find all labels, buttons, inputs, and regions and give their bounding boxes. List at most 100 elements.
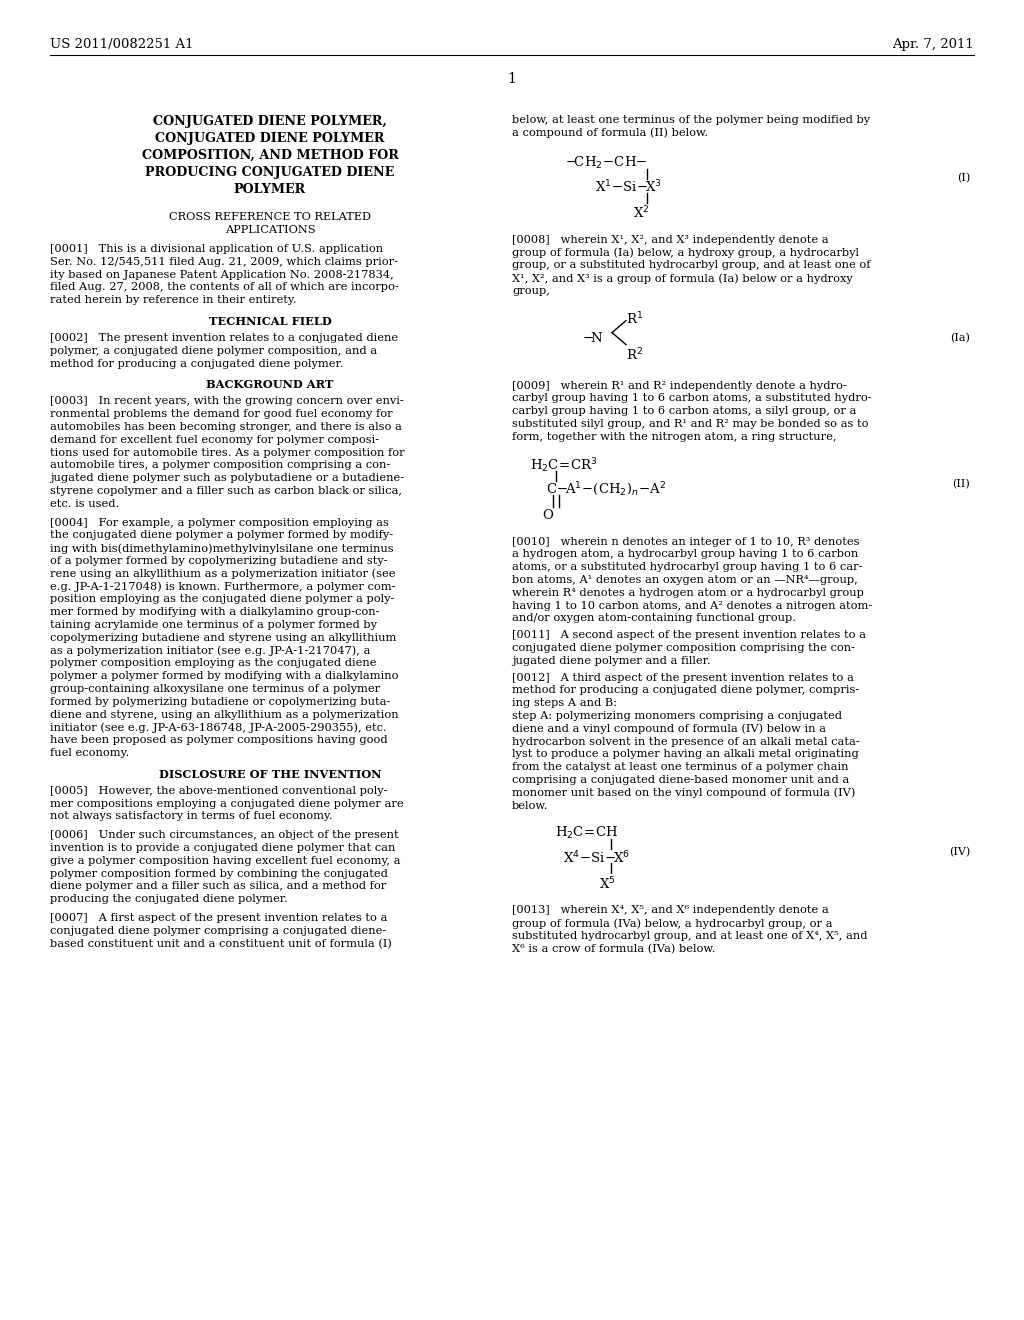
Text: R$^2$: R$^2$ — [626, 347, 643, 363]
Text: polymer composition employing as the conjugated diene: polymer composition employing as the con… — [50, 659, 377, 668]
Text: substituted silyl group, and R¹ and R² may be bonded so as to: substituted silyl group, and R¹ and R² m… — [512, 418, 868, 429]
Text: group-containing alkoxysilane one terminus of a polymer: group-containing alkoxysilane one termin… — [50, 684, 380, 694]
Text: carbyl group having 1 to 6 carbon atoms, a silyl group, or a: carbyl group having 1 to 6 carbon atoms,… — [512, 407, 856, 416]
Text: diene and styrene, using an alkyllithium as a polymerization: diene and styrene, using an alkyllithium… — [50, 710, 398, 719]
Text: (I): (I) — [956, 173, 970, 183]
Text: polymer composition formed by combining the conjugated: polymer composition formed by combining … — [50, 869, 388, 879]
Text: C$-\!$A$^1\!-\!$(CH$_2)_n\!-\!$A$^2$: C$-\!$A$^1\!-\!$(CH$_2)_n\!-\!$A$^2$ — [546, 480, 667, 499]
Text: (II): (II) — [952, 479, 970, 488]
Text: conjugated diene polymer composition comprising the con-: conjugated diene polymer composition com… — [512, 643, 855, 653]
Text: DISCLOSURE OF THE INVENTION: DISCLOSURE OF THE INVENTION — [159, 768, 381, 780]
Text: [0004]   For example, a polymer composition employing as: [0004] For example, a polymer compositio… — [50, 517, 389, 528]
Text: H$_2$C$\!=\!$CR$^3$: H$_2$C$\!=\!$CR$^3$ — [530, 457, 597, 475]
Text: mer compositions employing a conjugated diene polymer are: mer compositions employing a conjugated … — [50, 799, 403, 809]
Text: $-\!$N: $-\!$N — [582, 330, 604, 345]
Text: jugated diene polymer such as polybutadiene or a butadiene-: jugated diene polymer such as polybutadi… — [50, 473, 404, 483]
Text: form, together with the nitrogen atom, a ring structure,: form, together with the nitrogen atom, a… — [512, 432, 837, 442]
Text: the conjugated diene polymer a polymer formed by modify-: the conjugated diene polymer a polymer f… — [50, 531, 393, 540]
Text: initiator (see e.g. JP-A-63-186748, JP-A-2005-290355), etc.: initiator (see e.g. JP-A-63-186748, JP-A… — [50, 722, 387, 733]
Text: fuel economy.: fuel economy. — [50, 748, 129, 758]
Text: [0008]   wherein X¹, X², and X³ independently denote a: [0008] wherein X¹, X², and X³ independen… — [512, 235, 828, 244]
Text: X$^5$: X$^5$ — [599, 875, 615, 892]
Text: automobiles has been becoming stronger, and there is also a: automobiles has been becoming stronger, … — [50, 422, 401, 432]
Text: APPLICATIONS: APPLICATIONS — [224, 224, 315, 235]
Text: conjugated diene polymer comprising a conjugated diene-: conjugated diene polymer comprising a co… — [50, 925, 386, 936]
Text: X¹, X², and X³ is a group of formula (Ia) below or a hydroxy: X¹, X², and X³ is a group of formula (Ia… — [512, 273, 853, 284]
Text: formed by polymerizing butadiene or copolymerizing buta-: formed by polymerizing butadiene or copo… — [50, 697, 390, 706]
Text: method for producing a conjugated diene polymer.: method for producing a conjugated diene … — [50, 359, 343, 368]
Text: X$^1\!-\!$Si$-\!$X$^3$: X$^1\!-\!$Si$-\!$X$^3$ — [595, 178, 662, 195]
Text: polymer a polymer formed by modifying with a dialkylamino: polymer a polymer formed by modifying wi… — [50, 671, 398, 681]
Text: group of formula (IVa) below, a hydrocarbyl group, or a: group of formula (IVa) below, a hydrocar… — [512, 919, 833, 929]
Text: and/or oxygen atom-containing functional group.: and/or oxygen atom-containing functional… — [512, 614, 796, 623]
Text: 1: 1 — [508, 73, 516, 86]
Text: [0007]   A first aspect of the present invention relates to a: [0007] A first aspect of the present inv… — [50, 913, 387, 923]
Text: CONJUGATED DIENE POLYMER,: CONJUGATED DIENE POLYMER, — [153, 115, 387, 128]
Text: COMPOSITION, AND METHOD FOR: COMPOSITION, AND METHOD FOR — [141, 149, 398, 162]
Text: $-\!$CH$_2\!-\!$CH$-$: $-\!$CH$_2\!-\!$CH$-$ — [565, 154, 647, 170]
Text: monomer unit based on the vinyl compound of formula (IV): monomer unit based on the vinyl compound… — [512, 788, 855, 799]
Text: [0005]   However, the above-mentioned conventional poly-: [0005] However, the above-mentioned conv… — [50, 785, 387, 796]
Text: ing with bis(dimethylamino)methylvinylsilane one terminus: ing with bis(dimethylamino)methylvinylsi… — [50, 544, 393, 554]
Text: H$_2$C$\!=\!$CH: H$_2$C$\!=\!$CH — [555, 825, 618, 841]
Text: Apr. 7, 2011: Apr. 7, 2011 — [892, 38, 974, 51]
Text: below.: below. — [512, 801, 549, 810]
Text: diene and a vinyl compound of formula (IV) below in a: diene and a vinyl compound of formula (I… — [512, 723, 826, 734]
Text: US 2011/0082251 A1: US 2011/0082251 A1 — [50, 38, 194, 51]
Text: a compound of formula (II) below.: a compound of formula (II) below. — [512, 128, 709, 139]
Text: give a polymer composition having excellent fuel economy, a: give a polymer composition having excell… — [50, 855, 400, 866]
Text: mer formed by modifying with a dialkylamino group-con-: mer formed by modifying with a dialkylam… — [50, 607, 380, 618]
Text: diene polymer and a filler such as silica, and a method for: diene polymer and a filler such as silic… — [50, 882, 386, 891]
Text: from the catalyst at least one terminus of a polymer chain: from the catalyst at least one terminus … — [512, 762, 849, 772]
Text: (Ia): (Ia) — [950, 333, 970, 343]
Text: [0006]   Under such circumstances, an object of the present: [0006] Under such circumstances, an obje… — [50, 830, 398, 841]
Text: [0013]   wherein X⁴, X⁵, and X⁶ independently denote a: [0013] wherein X⁴, X⁵, and X⁶ independen… — [512, 906, 828, 915]
Text: a hydrogen atom, a hydrocarbyl group having 1 to 6 carbon: a hydrogen atom, a hydrocarbyl group hav… — [512, 549, 858, 560]
Text: [0010]   wherein n denotes an integer of 1 to 10, R³ denotes: [0010] wherein n denotes an integer of 1… — [512, 537, 859, 546]
Text: BACKGROUND ART: BACKGROUND ART — [206, 379, 334, 391]
Text: tions used for automobile tires. As a polymer composition for: tions used for automobile tires. As a po… — [50, 447, 404, 458]
Text: wherein R⁴ denotes a hydrogen atom or a hydrocarbyl group: wherein R⁴ denotes a hydrogen atom or a … — [512, 587, 864, 598]
Text: CROSS REFERENCE TO RELATED: CROSS REFERENCE TO RELATED — [169, 213, 371, 222]
Text: having 1 to 10 carbon atoms, and A² denotes a nitrogen atom-: having 1 to 10 carbon atoms, and A² deno… — [512, 601, 872, 611]
Text: position employing as the conjugated diene polymer a poly-: position employing as the conjugated die… — [50, 594, 394, 605]
Text: based constituent unit and a constituent unit of formula (I): based constituent unit and a constituent… — [50, 939, 392, 949]
Text: [0003]   In recent years, with the growing concern over envi-: [0003] In recent years, with the growing… — [50, 396, 403, 407]
Text: [0009]   wherein R¹ and R² independently denote a hydro-: [0009] wherein R¹ and R² independently d… — [512, 380, 847, 391]
Text: of a polymer formed by copolymerizing butadiene and sty-: of a polymer formed by copolymerizing bu… — [50, 556, 388, 566]
Text: ing steps A and B:: ing steps A and B: — [512, 698, 617, 709]
Text: Ser. No. 12/545,511 filed Aug. 21, 2009, which claims prior-: Ser. No. 12/545,511 filed Aug. 21, 2009,… — [50, 257, 398, 267]
Text: X$^2$: X$^2$ — [633, 205, 649, 222]
Text: carbyl group having 1 to 6 carbon atoms, a substituted hydro-: carbyl group having 1 to 6 carbon atoms,… — [512, 393, 871, 404]
Text: [0001]   This is a divisional application of U.S. application: [0001] This is a divisional application … — [50, 244, 383, 253]
Text: bon atoms, A¹ denotes an oxygen atom or an —NR⁴—group,: bon atoms, A¹ denotes an oxygen atom or … — [512, 576, 858, 585]
Text: demand for excellent fuel economy for polymer composi-: demand for excellent fuel economy for po… — [50, 434, 379, 445]
Text: rated herein by reference in their entirety.: rated herein by reference in their entir… — [50, 296, 297, 305]
Text: step A: polymerizing monomers comprising a conjugated: step A: polymerizing monomers comprising… — [512, 711, 842, 721]
Text: CONJUGATED DIENE POLYMER: CONJUGATED DIENE POLYMER — [156, 132, 385, 145]
Text: hydrocarbon solvent in the presence of an alkali metal cata-: hydrocarbon solvent in the presence of a… — [512, 737, 860, 747]
Text: method for producing a conjugated diene polymer, compris-: method for producing a conjugated diene … — [512, 685, 859, 696]
Text: invention is to provide a conjugated diene polymer that can: invention is to provide a conjugated die… — [50, 843, 395, 853]
Text: copolymerizing butadiene and styrene using an alkyllithium: copolymerizing butadiene and styrene usi… — [50, 632, 396, 643]
Text: substituted hydrocarbyl group, and at least one of X⁴, X⁵, and: substituted hydrocarbyl group, and at le… — [512, 931, 867, 941]
Text: group,: group, — [512, 286, 550, 296]
Text: rene using an alkyllithium as a polymerization initiator (see: rene using an alkyllithium as a polymeri… — [50, 569, 395, 579]
Text: have been proposed as polymer compositions having good: have been proposed as polymer compositio… — [50, 735, 388, 746]
Text: [0002]   The present invention relates to a conjugated diene: [0002] The present invention relates to … — [50, 333, 398, 343]
Text: polymer, a conjugated diene polymer composition, and a: polymer, a conjugated diene polymer comp… — [50, 346, 377, 356]
Text: not always satisfactory in terms of fuel economy.: not always satisfactory in terms of fuel… — [50, 812, 333, 821]
Text: etc. is used.: etc. is used. — [50, 499, 119, 508]
Text: X⁶ is a crow of formula (IVa) below.: X⁶ is a crow of formula (IVa) below. — [512, 944, 716, 954]
Text: (IV): (IV) — [949, 847, 970, 858]
Text: R$^1$: R$^1$ — [626, 310, 643, 327]
Text: styrene copolymer and a filler such as carbon black or silica,: styrene copolymer and a filler such as c… — [50, 486, 402, 496]
Text: [0011]   A second aspect of the present invention relates to a: [0011] A second aspect of the present in… — [512, 630, 866, 640]
Text: filed Aug. 27, 2008, the contents of all of which are incorpo-: filed Aug. 27, 2008, the contents of all… — [50, 282, 398, 293]
Text: as a polymerization initiator (see e.g. JP-A-1-217047), a: as a polymerization initiator (see e.g. … — [50, 645, 371, 656]
Text: jugated diene polymer and a filler.: jugated diene polymer and a filler. — [512, 656, 711, 665]
Text: PRODUCING CONJUGATED DIENE: PRODUCING CONJUGATED DIENE — [145, 166, 394, 180]
Text: comprising a conjugated diene-based monomer unit and a: comprising a conjugated diene-based mono… — [512, 775, 849, 785]
Text: group, or a substituted hydrocarbyl group, and at least one of: group, or a substituted hydrocarbyl grou… — [512, 260, 870, 271]
Text: group of formula (Ia) below, a hydroxy group, a hydrocarbyl: group of formula (Ia) below, a hydroxy g… — [512, 247, 859, 257]
